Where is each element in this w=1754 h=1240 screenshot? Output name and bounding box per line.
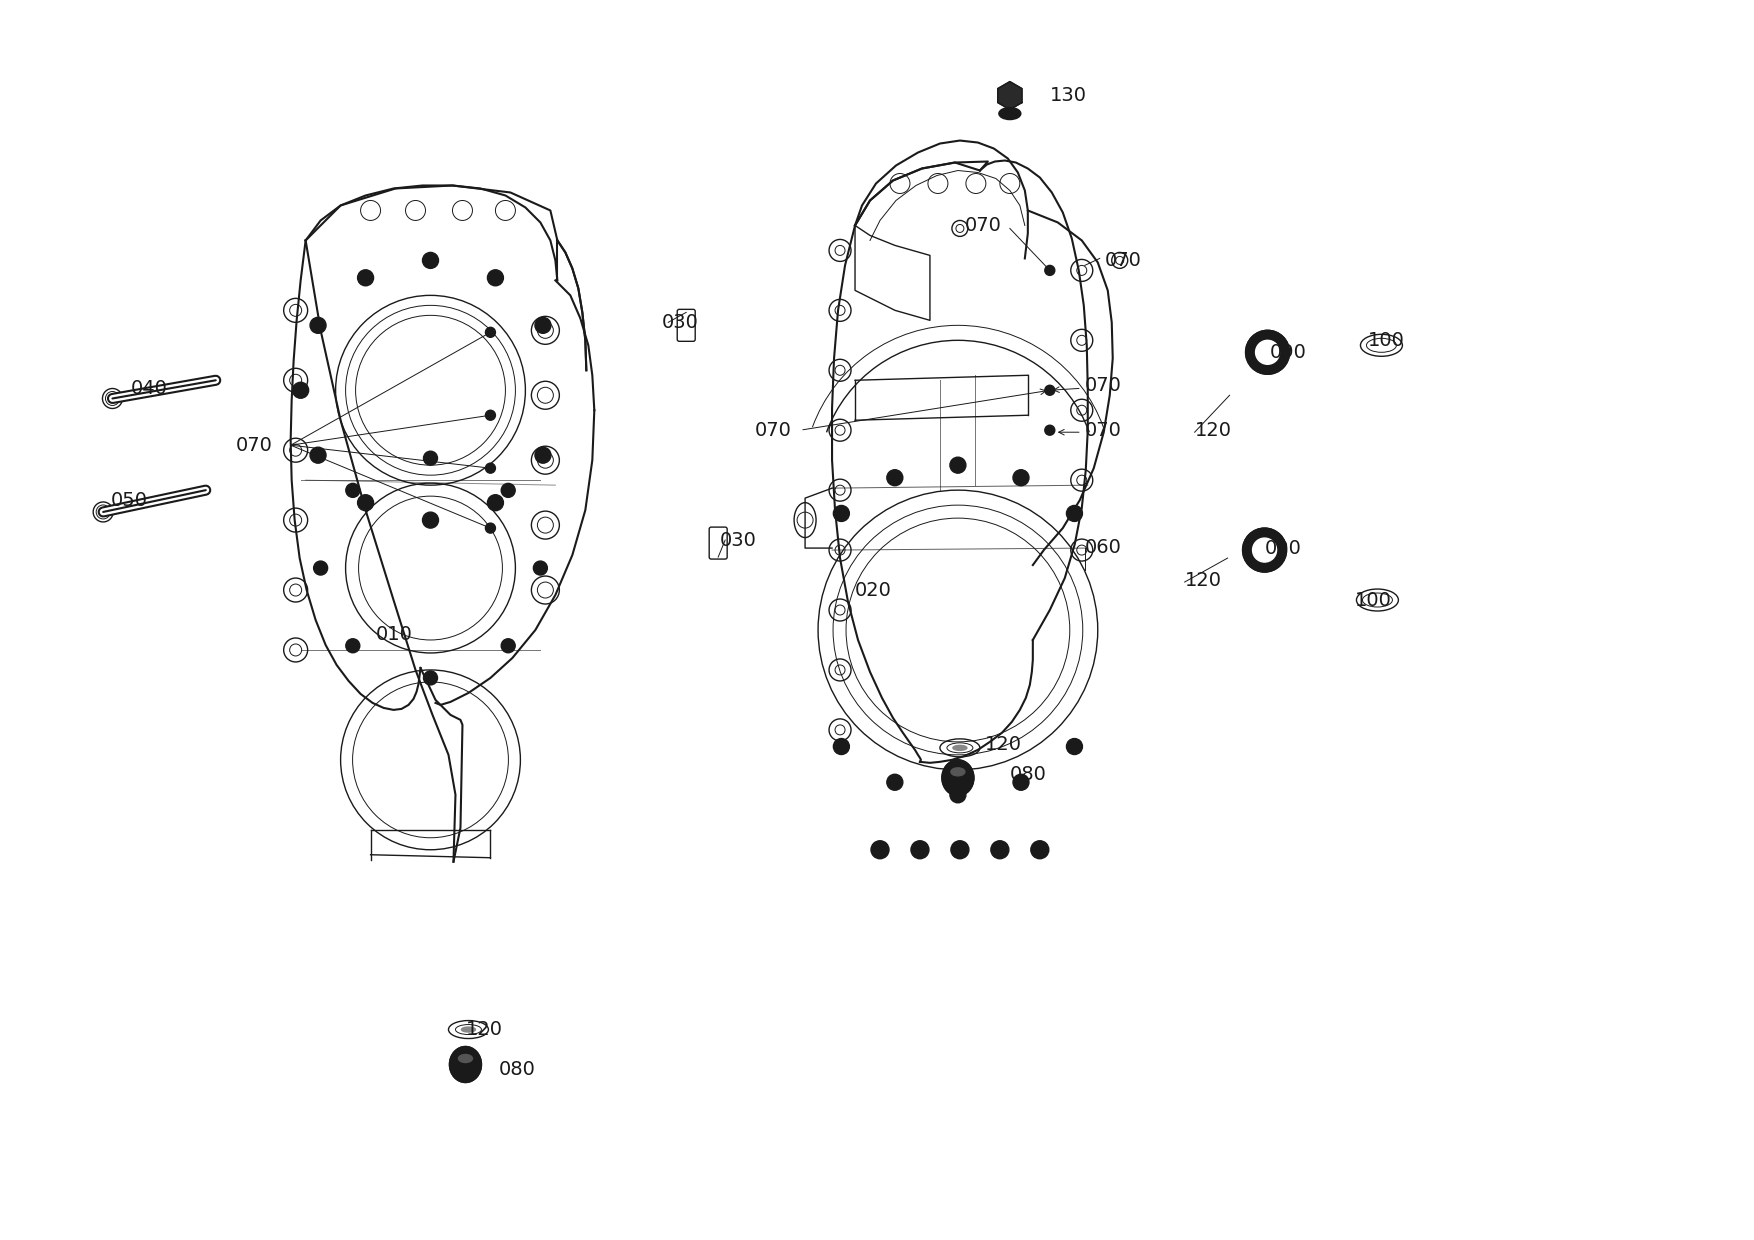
Circle shape bbox=[1252, 538, 1277, 562]
Circle shape bbox=[502, 484, 516, 497]
Circle shape bbox=[293, 382, 309, 398]
Circle shape bbox=[1045, 386, 1054, 396]
Ellipse shape bbox=[942, 760, 973, 796]
Text: 070: 070 bbox=[1084, 376, 1121, 394]
Ellipse shape bbox=[951, 768, 965, 776]
Circle shape bbox=[1256, 340, 1280, 365]
Circle shape bbox=[535, 448, 551, 464]
Circle shape bbox=[346, 639, 360, 652]
Circle shape bbox=[423, 451, 437, 465]
Text: 080: 080 bbox=[498, 1060, 535, 1079]
Circle shape bbox=[533, 560, 547, 575]
Text: 090: 090 bbox=[1270, 342, 1307, 362]
Circle shape bbox=[910, 841, 930, 859]
Circle shape bbox=[1045, 425, 1054, 435]
Circle shape bbox=[1014, 470, 1030, 486]
Text: 020: 020 bbox=[854, 580, 891, 599]
Text: 100: 100 bbox=[1354, 590, 1391, 610]
Text: 070: 070 bbox=[756, 420, 793, 440]
Circle shape bbox=[423, 253, 438, 268]
Circle shape bbox=[991, 841, 1009, 859]
Circle shape bbox=[423, 671, 437, 684]
Circle shape bbox=[1245, 330, 1289, 374]
Circle shape bbox=[888, 774, 903, 790]
Text: 070: 070 bbox=[1084, 420, 1121, 440]
Text: 100: 100 bbox=[1368, 331, 1405, 350]
Circle shape bbox=[951, 841, 968, 859]
Ellipse shape bbox=[461, 1027, 475, 1032]
Ellipse shape bbox=[998, 108, 1021, 119]
Circle shape bbox=[346, 484, 360, 497]
Ellipse shape bbox=[952, 745, 966, 750]
Circle shape bbox=[951, 787, 966, 802]
Circle shape bbox=[1045, 265, 1054, 275]
Text: 090: 090 bbox=[1265, 538, 1301, 558]
Circle shape bbox=[888, 470, 903, 486]
Circle shape bbox=[1031, 841, 1049, 859]
Circle shape bbox=[502, 639, 516, 652]
Text: 030: 030 bbox=[721, 531, 758, 549]
Text: 070: 070 bbox=[965, 216, 1002, 234]
Circle shape bbox=[314, 560, 328, 575]
Circle shape bbox=[486, 523, 495, 533]
Polygon shape bbox=[998, 82, 1023, 109]
Circle shape bbox=[951, 458, 966, 474]
Circle shape bbox=[1014, 774, 1030, 790]
Circle shape bbox=[833, 506, 849, 522]
Circle shape bbox=[486, 327, 495, 337]
Text: 130: 130 bbox=[1051, 86, 1087, 105]
Ellipse shape bbox=[458, 1054, 472, 1063]
Circle shape bbox=[423, 512, 438, 528]
Circle shape bbox=[1242, 528, 1286, 572]
Text: 010: 010 bbox=[375, 625, 412, 645]
Circle shape bbox=[1066, 739, 1082, 754]
Text: 050: 050 bbox=[111, 491, 147, 510]
Circle shape bbox=[310, 317, 326, 334]
Text: 030: 030 bbox=[663, 312, 700, 332]
Circle shape bbox=[833, 739, 849, 754]
Circle shape bbox=[358, 270, 374, 285]
Text: 060: 060 bbox=[1084, 538, 1121, 557]
Circle shape bbox=[486, 464, 495, 474]
Circle shape bbox=[1066, 506, 1082, 522]
Text: 080: 080 bbox=[1010, 765, 1047, 785]
Text: 120: 120 bbox=[1184, 570, 1221, 589]
Text: 070: 070 bbox=[235, 435, 272, 455]
Circle shape bbox=[488, 270, 503, 285]
Circle shape bbox=[488, 495, 503, 511]
Text: 120: 120 bbox=[986, 735, 1023, 754]
Circle shape bbox=[872, 841, 889, 859]
Text: 070: 070 bbox=[1105, 250, 1142, 270]
Circle shape bbox=[486, 410, 495, 420]
Text: 120: 120 bbox=[1194, 420, 1231, 440]
Circle shape bbox=[535, 317, 551, 334]
Text: 120: 120 bbox=[465, 1021, 502, 1039]
Circle shape bbox=[358, 495, 374, 511]
Circle shape bbox=[310, 448, 326, 464]
Text: 040: 040 bbox=[132, 378, 168, 398]
Ellipse shape bbox=[449, 1047, 481, 1083]
